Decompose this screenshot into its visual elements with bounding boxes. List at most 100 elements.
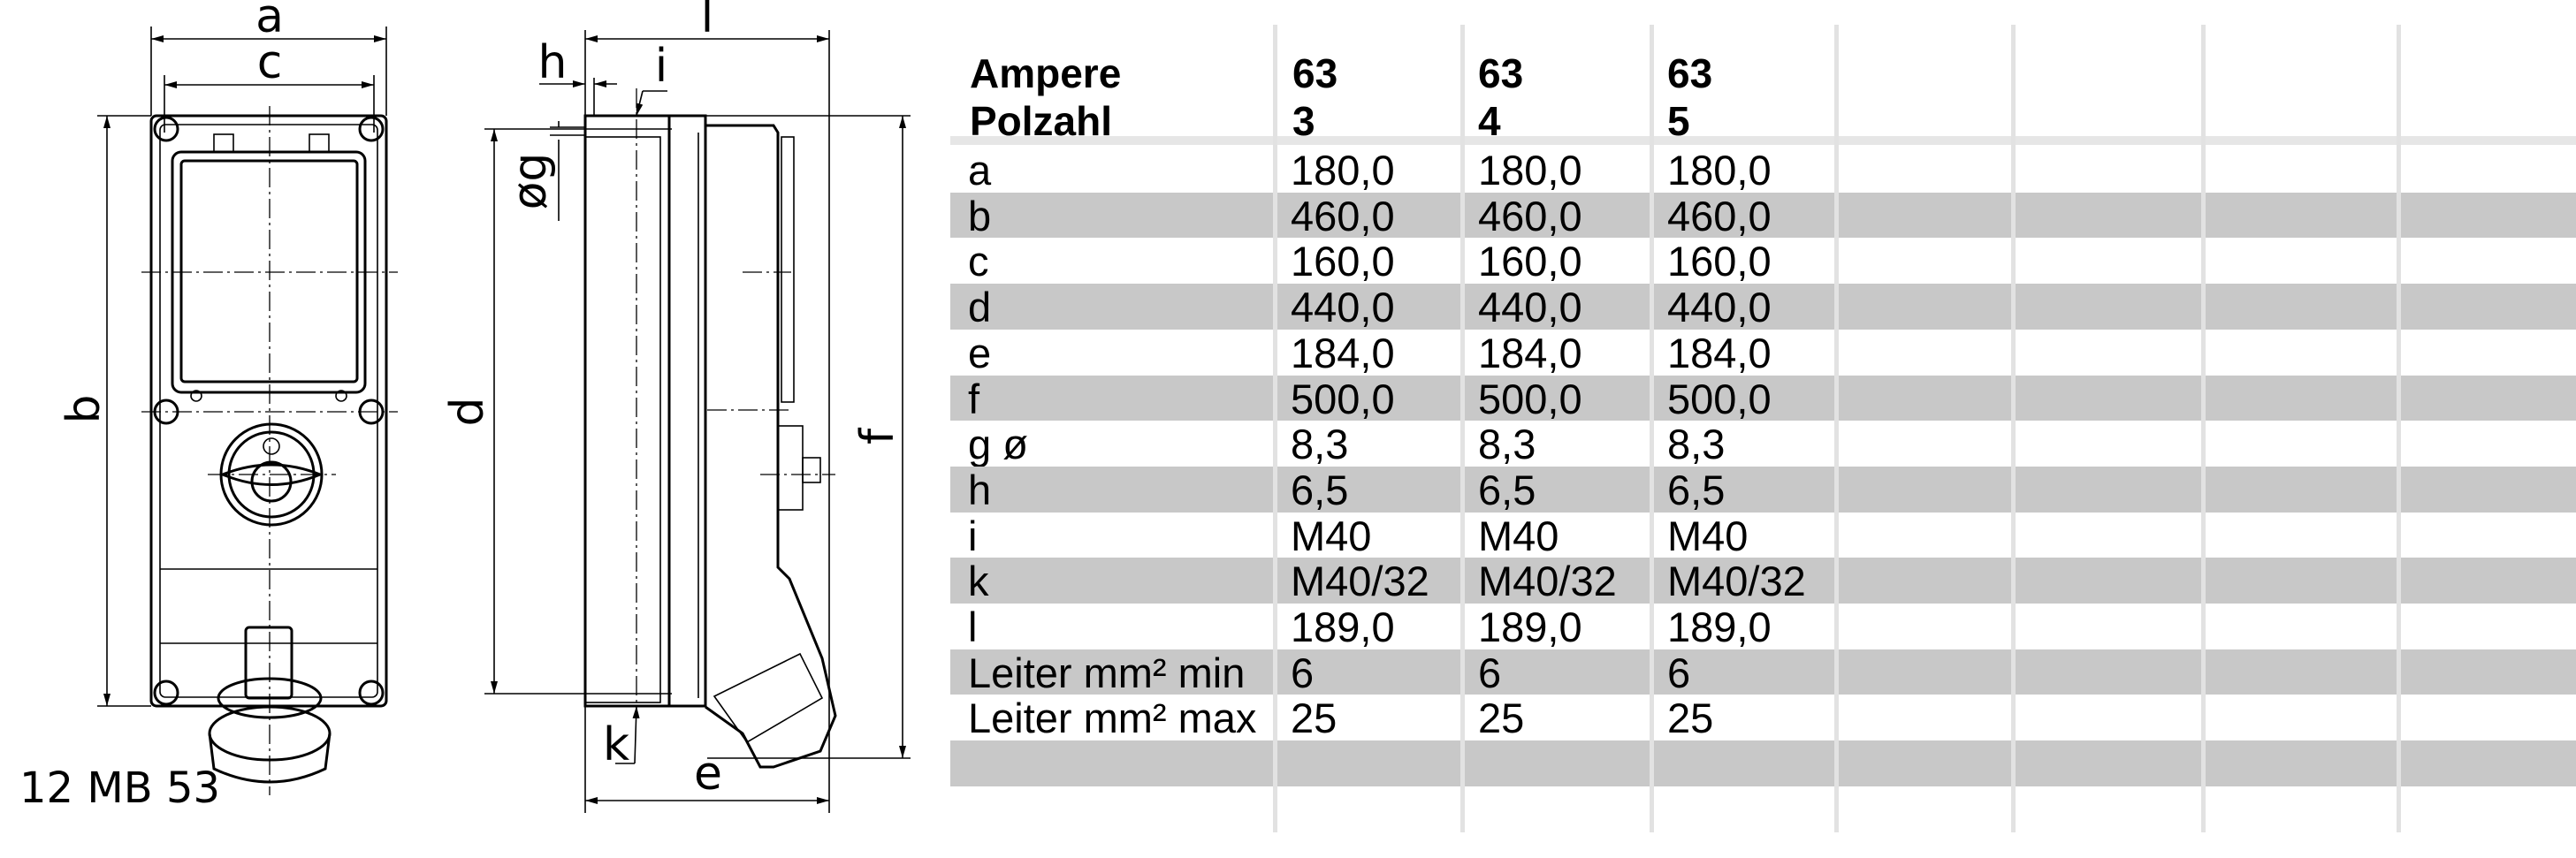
table-row: f 500,0 500,0 500,0 (950, 375, 2576, 422)
row-label: d (968, 284, 992, 331)
row-value: 180,0 (1478, 147, 1582, 194)
column-divider (1834, 25, 1839, 832)
header-col-3: 63 5 (1667, 49, 1713, 144)
table-row: Leiter mm² max 25 25 25 (950, 695, 2576, 742)
row-value: 160,0 (1667, 238, 1772, 285)
table-row: d 440,0 440,0 440,0 (950, 284, 2576, 330)
ampere-value: 63 (1667, 50, 1713, 96)
row-value: 440,0 (1478, 284, 1582, 331)
row-value: 460,0 (1291, 192, 1395, 239)
row-value: 160,0 (1291, 238, 1395, 285)
row-value: 189,0 (1478, 604, 1582, 650)
header-separator (950, 136, 2576, 145)
table-row: b 460,0 460,0 460,0 (950, 192, 2576, 239)
row-label: b (968, 192, 992, 239)
ampere-value: 63 (1478, 50, 1524, 96)
header-ampere-label: Ampere (970, 50, 1122, 96)
row-value: M40 (1291, 512, 1372, 559)
dim-label-a: a (255, 0, 284, 43)
dim-label-h: h (538, 36, 568, 89)
row-value: 6 (1667, 649, 1691, 696)
table-row: g ø 8,3 8,3 8,3 (950, 421, 2576, 467)
ampere-value: 63 (1292, 50, 1338, 96)
row-value: M40/32 (1667, 558, 1806, 605)
table-row: l 189,0 189,0 189,0 (950, 604, 2576, 650)
column-divider (2201, 25, 2206, 832)
dim-label-f: f (851, 427, 904, 444)
table-row: c 160,0 160,0 160,0 (950, 238, 2576, 285)
row-value: 6 (1478, 649, 1502, 696)
row-label: e (968, 329, 992, 376)
row-value: 6,5 (1667, 466, 1726, 513)
row-value: 440,0 (1667, 284, 1772, 331)
row-value: 160,0 (1478, 238, 1582, 285)
row-label: k (968, 558, 989, 605)
technical-drawing: a c b 12 MB 53 l h i øg (19, 0, 911, 813)
row-value: 180,0 (1667, 147, 1772, 194)
row-value: 8,3 (1667, 421, 1726, 468)
column-divider (1650, 25, 1654, 832)
row-value: 6,5 (1291, 466, 1349, 513)
dim-label-c: c (257, 36, 283, 89)
row-value: 500,0 (1291, 375, 1395, 422)
table-row: e 184,0 184,0 184,0 (950, 330, 2576, 376)
row-value: M40 (1478, 512, 1559, 559)
row-value: 440,0 (1291, 284, 1395, 331)
row-value: M40 (1667, 512, 1749, 559)
row-label: l (968, 604, 978, 650)
column-divider (2011, 25, 2016, 832)
row-value: 25 (1291, 695, 1338, 742)
dim-label-b: b (57, 394, 111, 423)
row-value: 25 (1667, 695, 1714, 742)
row-value: 6,5 (1478, 466, 1536, 513)
row-label: a (968, 147, 992, 194)
row-value: 500,0 (1667, 375, 1772, 422)
row-value: 189,0 (1667, 604, 1772, 650)
header-col-2: 63 4 (1478, 49, 1524, 144)
table-row (950, 740, 2576, 786)
row-label: h (968, 466, 992, 513)
dimension-table: a 180,0 180,0 180,0 b 460,0 460,0 460,0 c 160,0 16… (950, 25, 2576, 832)
row-value: 25 (1478, 695, 1525, 742)
table-row: Leiter mm² min 6 6 6 (950, 649, 2576, 696)
header-labels: Ampere Polzahl (970, 49, 1122, 144)
row-label: i (968, 512, 978, 559)
dim-label-k: k (603, 718, 629, 771)
table-row: h 6,5 6,5 6,5 (950, 466, 2576, 513)
row-label: g ø (968, 421, 1028, 468)
row-value: 184,0 (1478, 329, 1582, 376)
polzahl-value: 5 (1667, 98, 1690, 144)
row-value: M40/32 (1291, 558, 1429, 605)
dim-label-e: e (694, 748, 722, 801)
table-row: a 180,0 180,0 180,0 (950, 147, 2576, 194)
row-value: 460,0 (1667, 192, 1772, 239)
dim-label-d: d (441, 397, 494, 426)
dim-label-i: i (655, 40, 667, 93)
column-divider (1460, 25, 1465, 832)
row-value: 189,0 (1291, 604, 1395, 650)
row-value: 184,0 (1667, 329, 1772, 376)
front-view: a c b 12 MB 53 (19, 0, 398, 813)
row-label: Leiter mm² max (968, 695, 1257, 742)
row-label: f (968, 375, 980, 422)
table-row: k M40/32 M40/32 M40/32 (950, 558, 2576, 604)
polzahl-value: 3 (1292, 98, 1315, 144)
model-label: 12 MB 53 (19, 763, 220, 813)
screw-icons (153, 116, 385, 706)
table-row: i M40 M40 M40 (950, 512, 2576, 559)
row-value: 184,0 (1291, 329, 1395, 376)
header-polzahl-label: Polzahl (970, 98, 1113, 144)
row-value: M40/32 (1478, 558, 1617, 605)
row-value: 500,0 (1478, 375, 1582, 422)
row-value: 8,3 (1478, 421, 1536, 468)
column-divider (1273, 25, 1277, 832)
row-value: 460,0 (1478, 192, 1582, 239)
row-value: 8,3 (1291, 421, 1349, 468)
row-value: 6 (1291, 649, 1315, 696)
column-divider (2397, 25, 2401, 832)
row-label: c (968, 238, 989, 285)
row-label: Leiter mm² min (968, 649, 1246, 696)
polzahl-value: 4 (1478, 98, 1501, 144)
row-value: 180,0 (1291, 147, 1395, 194)
side-view: l h i øg d f e k (441, 0, 911, 813)
